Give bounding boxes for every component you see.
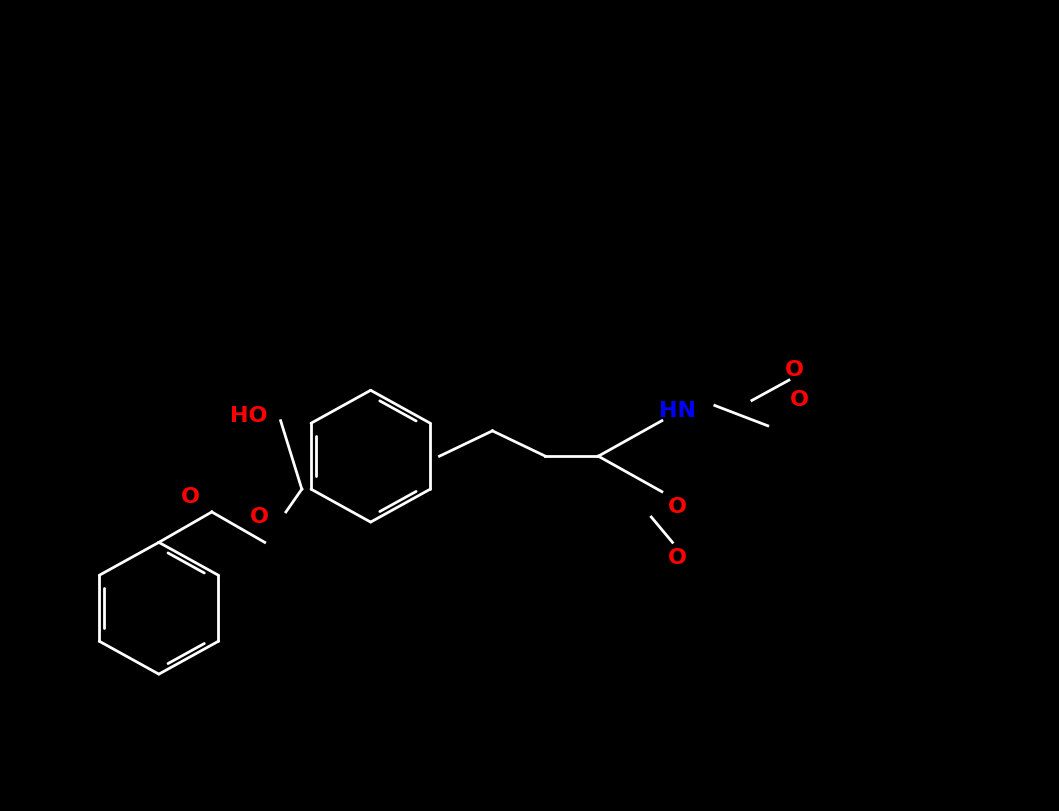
Text: HN: HN: [660, 401, 696, 421]
Text: O: O: [790, 390, 809, 410]
Text: HO: HO: [230, 406, 268, 426]
Text: O: O: [668, 497, 687, 517]
Text: O: O: [785, 360, 804, 380]
Text: O: O: [668, 547, 687, 568]
Text: O: O: [181, 487, 200, 507]
Text: O: O: [250, 507, 269, 527]
